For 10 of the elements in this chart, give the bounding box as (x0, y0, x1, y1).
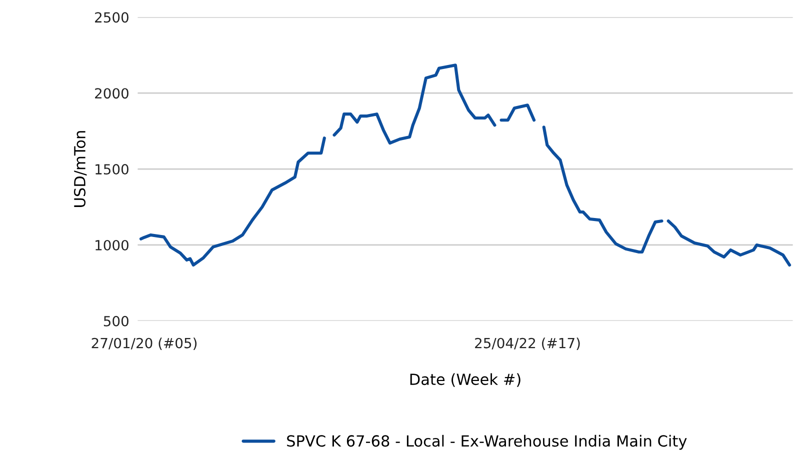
y-tick-label: 2500 (95, 12, 128, 23)
x-tick-label: 25/04/22 (#17) (475, 338, 580, 350)
legend-label: SPVC K 67-68 - Local - Ex-Warehouse India Main City (287, 434, 687, 450)
x-axis-title: Date (Week #) (410, 373, 520, 387)
y-tick-label: 2000 (95, 88, 128, 99)
y-tick-label: 500 (104, 316, 128, 326)
y-axis-title: USD/mTon (74, 131, 87, 207)
y-tick-label: 1500 (96, 164, 128, 175)
y-tick-label: 1000 (96, 240, 128, 250)
x-tick-label: 27/01/20 (#05) (92, 338, 197, 350)
